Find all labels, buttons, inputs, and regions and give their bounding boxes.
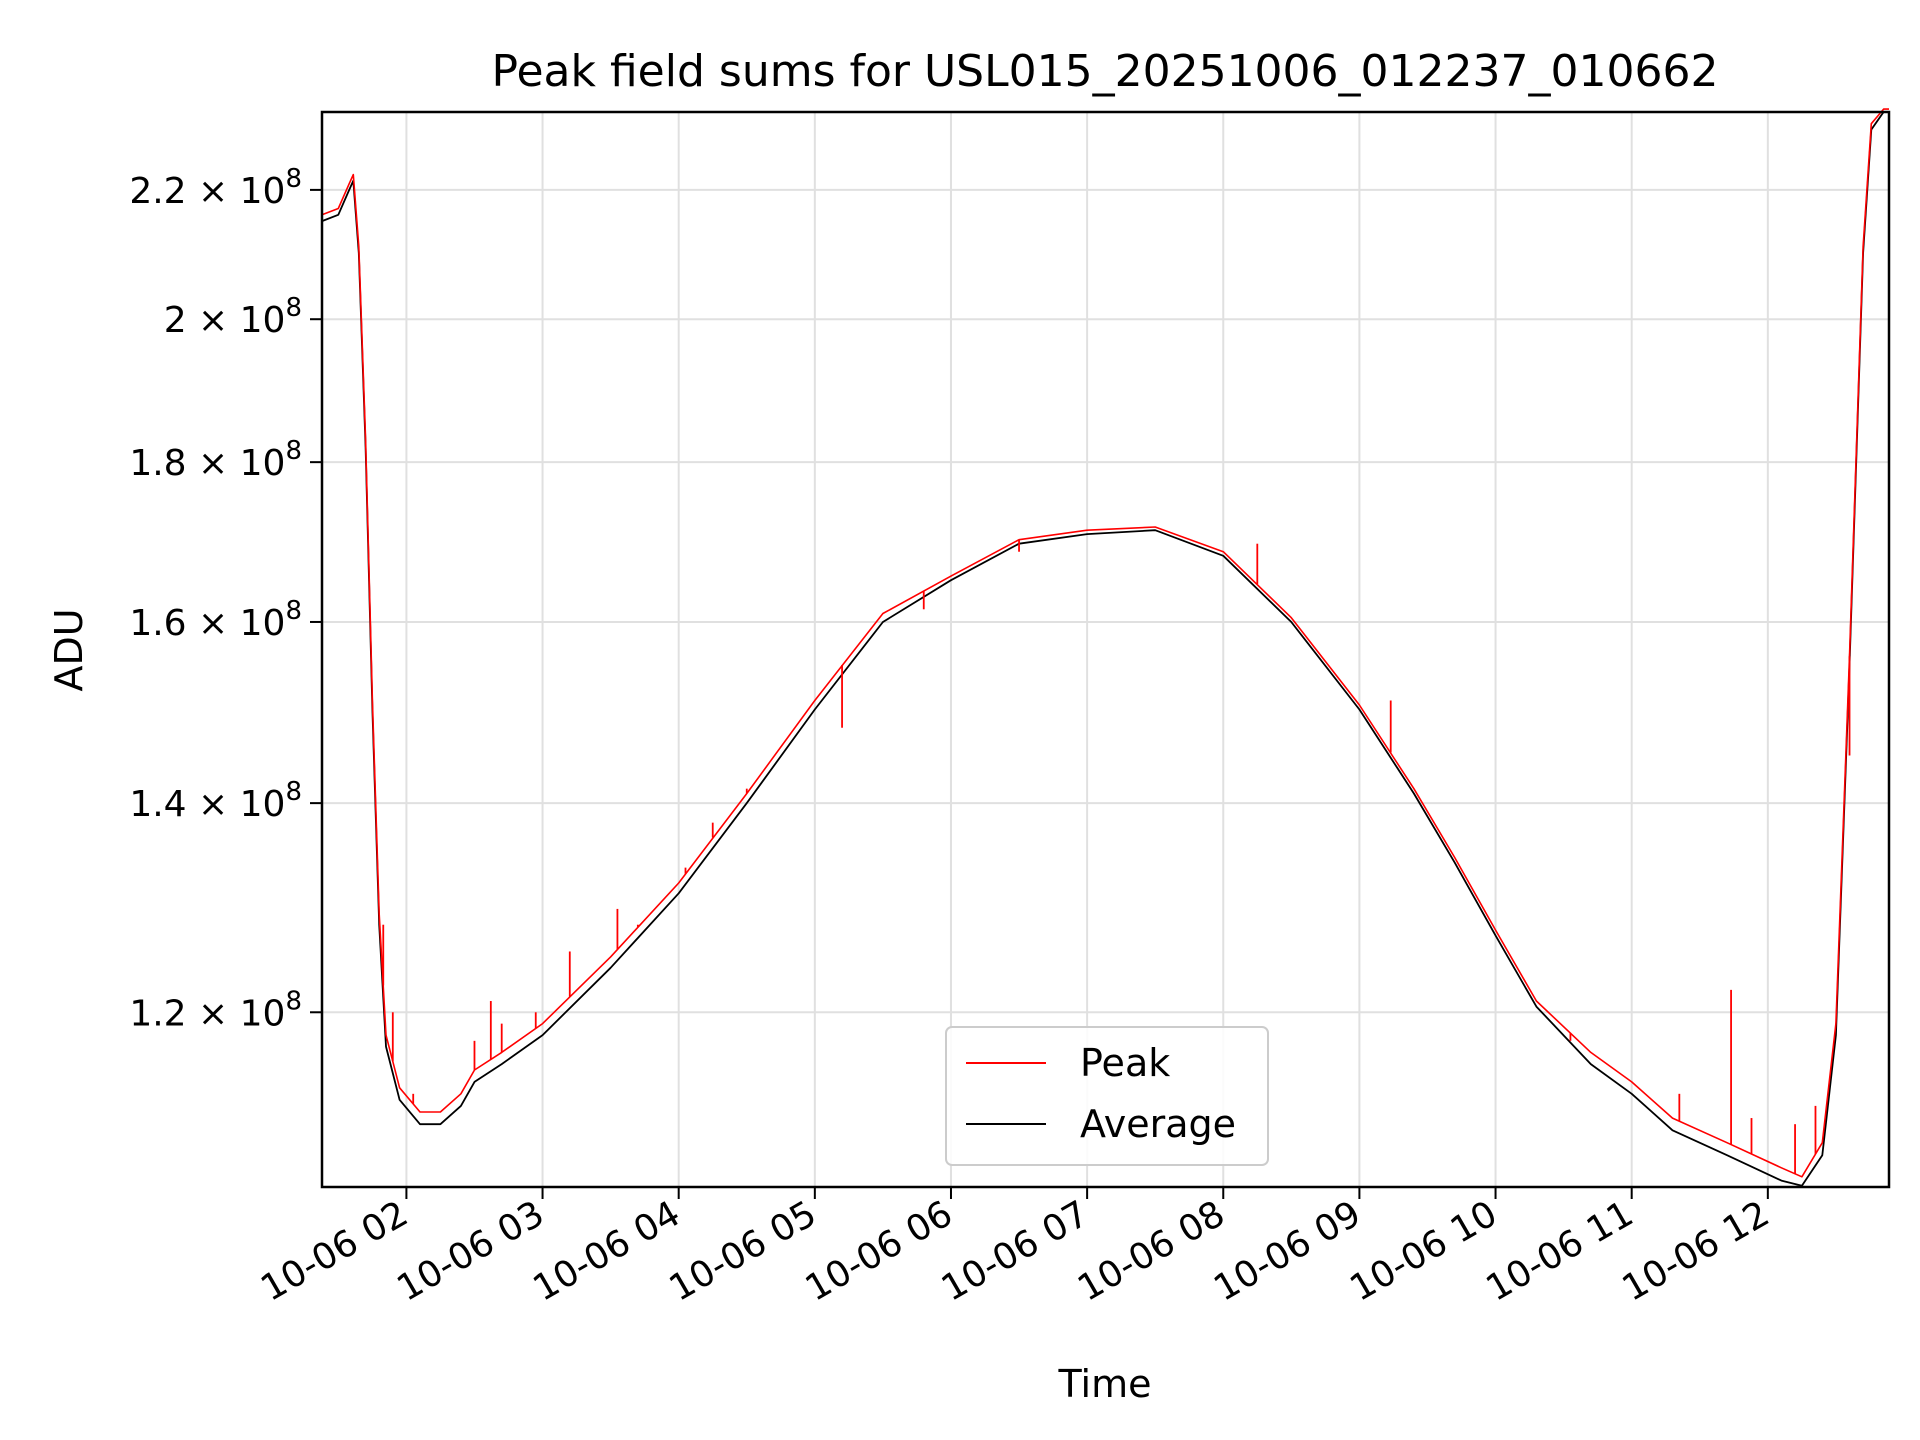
peak-series-line xyxy=(321,108,1889,1178)
y-tick-label: 1.2 × 108 xyxy=(129,986,302,1034)
x-axis-label: Time xyxy=(1058,1362,1152,1406)
chart-title: Peak field sums for USL015_20251006_0122… xyxy=(492,46,1719,97)
legend-peak-label: Peak xyxy=(1080,1041,1170,1085)
y-tick-label: 1.6 × 108 xyxy=(129,596,302,644)
plot-frame xyxy=(320,110,1891,1189)
y-tick-label: 1.4 × 108 xyxy=(129,777,302,825)
y-axis-label: ADU xyxy=(47,608,91,691)
grid-lines xyxy=(322,112,1889,1187)
legend: Peak Average xyxy=(945,1026,1269,1166)
legend-average-label: Average xyxy=(1080,1102,1236,1146)
legend-box xyxy=(945,1026,1269,1166)
y-tick-label: 2 × 108 xyxy=(164,293,302,341)
series-lines xyxy=(321,108,1889,1187)
y-tick-label: 1.8 × 108 xyxy=(129,436,302,484)
y-tick-label: 2.2 × 108 xyxy=(129,164,302,212)
